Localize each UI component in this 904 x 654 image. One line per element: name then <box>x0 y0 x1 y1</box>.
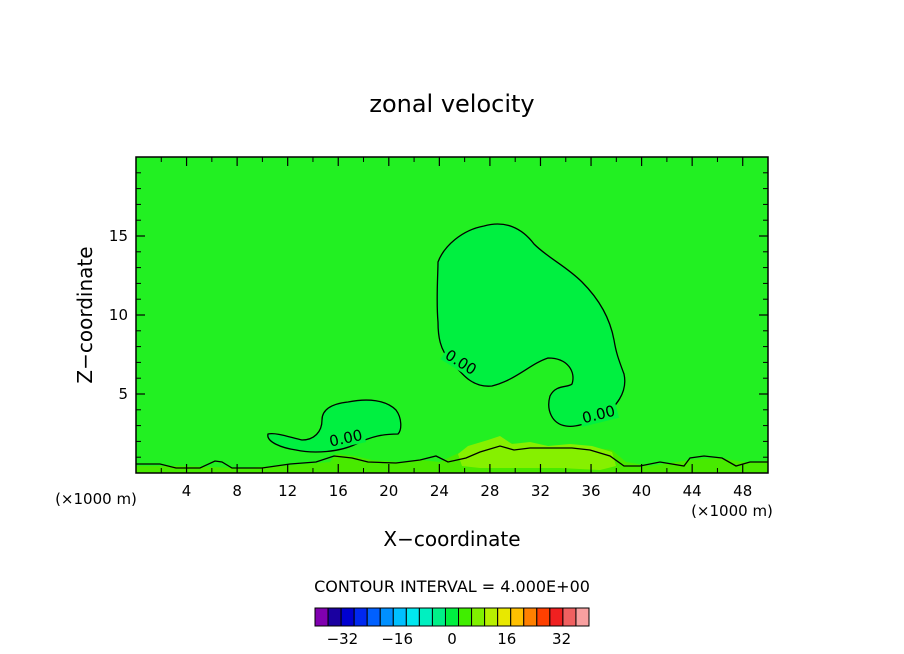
x-tick-label: 32 <box>531 482 550 500</box>
colorbar-swatch <box>444 607 460 627</box>
y-axis-ticks: 5 10 15 <box>109 172 768 458</box>
contour-line-upper <box>436 223 626 428</box>
x-tick-label: 28 <box>480 482 499 500</box>
colorbar-tick-label: −32 <box>327 630 359 648</box>
x-tick-label: 36 <box>581 482 600 500</box>
contour-label-box <box>578 401 619 427</box>
x-tick-label: 12 <box>278 482 297 500</box>
y-tick-label: 5 <box>118 385 128 403</box>
chart-title: zonal velocity <box>369 90 534 118</box>
contour-interval-label: CONTOUR INTERVAL = 4.000E+00 <box>314 577 590 596</box>
contour-line-surface <box>136 445 768 469</box>
y-axis-label: Z−coordinate <box>73 246 97 383</box>
x-unit-left: (×1000 m) <box>55 490 137 508</box>
positive-patch <box>458 436 616 470</box>
colorbar-swatch <box>562 607 577 627</box>
x-tick-label: 20 <box>379 482 398 500</box>
colorbar-swatch <box>418 607 433 627</box>
colorbar-swatch <box>327 607 342 627</box>
colorbar-swatch <box>510 607 525 627</box>
contour-label-box <box>440 344 482 380</box>
x-tick-label: 4 <box>182 482 192 500</box>
colorbar-swatch <box>379 607 394 627</box>
colorbar-tick-label: 0 <box>447 630 457 648</box>
colorbar-swatch <box>575 607 590 627</box>
colorbar-tick-label: −16 <box>381 630 413 648</box>
colorbar-swatch <box>392 607 407 627</box>
colorbar-swatch <box>340 607 355 627</box>
colorbar-swatch <box>366 607 381 627</box>
negative-region-lower <box>267 400 401 452</box>
contour-line-lower <box>267 399 402 453</box>
x-tick-label: 48 <box>733 482 752 500</box>
negative-region-upper <box>437 224 625 427</box>
colorbar-swatch <box>314 607 329 627</box>
contour-fills <box>136 224 768 473</box>
contour-lines <box>136 223 768 469</box>
x-tick-label: 40 <box>632 482 651 500</box>
colorbar-swatch <box>458 607 473 627</box>
colorbar-swatch <box>405 607 420 627</box>
colorbar-swatch <box>523 607 538 627</box>
colorbar-swatch <box>471 607 486 627</box>
colorbar-swatch <box>484 607 499 627</box>
colorbar: −32 −16 0 16 32 <box>314 607 590 648</box>
colorbar-swatch <box>353 607 368 627</box>
x-tick-label: 44 <box>683 482 702 500</box>
x-axis-label: X−coordinate <box>383 527 520 551</box>
colorbar-tick-label: 32 <box>552 630 571 648</box>
x-tick-label: 24 <box>430 482 449 500</box>
x-tick-label: 8 <box>232 482 242 500</box>
colorbar-swatch <box>431 607 446 627</box>
colorbar-swatch <box>497 607 512 627</box>
x-tick-label: 16 <box>329 482 348 500</box>
y-tick-label: 15 <box>109 227 128 245</box>
x-unit-right: (×1000 m) <box>691 502 773 520</box>
colorbar-swatch <box>549 607 564 627</box>
y-tick-label: 10 <box>109 306 128 324</box>
colorbar-swatch <box>536 607 551 627</box>
contour-label-box <box>325 425 367 451</box>
x-axis-ticks: 4 8 12 16 20 24 28 32 36 40 44 48 <box>160 157 752 500</box>
colorbar-tick-label: 16 <box>497 630 516 648</box>
